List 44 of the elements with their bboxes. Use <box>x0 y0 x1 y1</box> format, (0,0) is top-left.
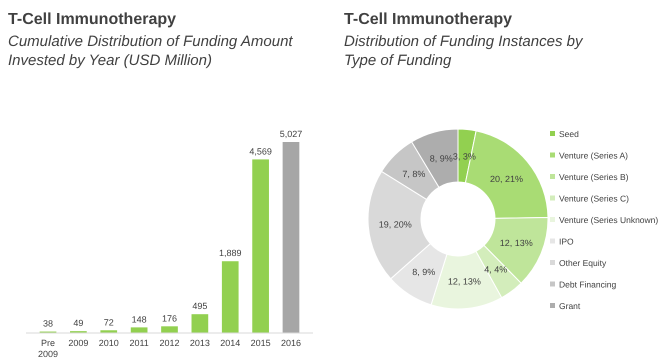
legend-label: Grant <box>559 301 581 311</box>
legend-label: Venture (Series C) <box>559 194 630 204</box>
x-tick-label: 2014 <box>220 338 240 348</box>
data-label: 8, 9% <box>412 266 436 277</box>
legend-label: Venture (Series A) <box>559 150 628 160</box>
bar <box>192 314 208 333</box>
data-label: 38 <box>43 318 54 329</box>
legend-label: IPO <box>559 236 574 246</box>
data-label: 72 <box>104 317 114 328</box>
bar <box>282 142 300 333</box>
data-label: 4, 4% <box>484 264 508 274</box>
bar <box>222 261 239 333</box>
data-label: 4,569 <box>249 146 272 156</box>
data-label: 495 <box>192 301 208 312</box>
data-label: 1,889 <box>218 248 242 258</box>
data-label: 8, 9% <box>430 153 453 164</box>
chart-subtitle: Cumulative Distribution of Funding Amount Invested by Year (USD Million) <box>8 33 294 69</box>
x-tick-label: 2011 <box>129 338 149 348</box>
data-label: 7, 8% <box>402 169 426 180</box>
legend-label: Venture (Series B) <box>559 172 629 182</box>
data-label: 12, 13% <box>500 238 533 248</box>
data-label: 5,027 <box>280 129 302 139</box>
x-tick-label: 2015 <box>250 338 271 348</box>
chart-title: T-Cell Immunotherapy <box>8 11 176 28</box>
x-tick-label: 2012 <box>159 338 180 348</box>
data-label: 12, 13% <box>448 276 481 287</box>
data-label: 19, 20% <box>378 219 412 230</box>
x-tick-label: 2013 <box>190 338 210 348</box>
legend-label: Seed <box>559 129 580 139</box>
chart-subtitle: Distribution of Funding Instances by Type of Funding <box>344 33 584 69</box>
legend-label: Venture (Series Unknown) <box>559 215 658 225</box>
legend-label: Other Equity <box>559 258 607 268</box>
x-tick-label: 2010 <box>98 338 119 348</box>
bar <box>161 326 178 333</box>
data-label: 148 <box>132 314 147 324</box>
x-tick-label: Pre 2009 <box>38 338 58 359</box>
bar <box>252 159 269 333</box>
data-label: 176 <box>162 313 178 324</box>
data-label: 20, 21% <box>490 174 524 184</box>
chart-title: T-Cell Immunotherapy <box>344 11 512 28</box>
x-tick-label: 2016 <box>280 338 301 348</box>
data-label: 49 <box>73 318 84 328</box>
x-tick-label: 2009 <box>68 338 88 348</box>
legend-label: Debt Financing <box>559 280 616 290</box>
